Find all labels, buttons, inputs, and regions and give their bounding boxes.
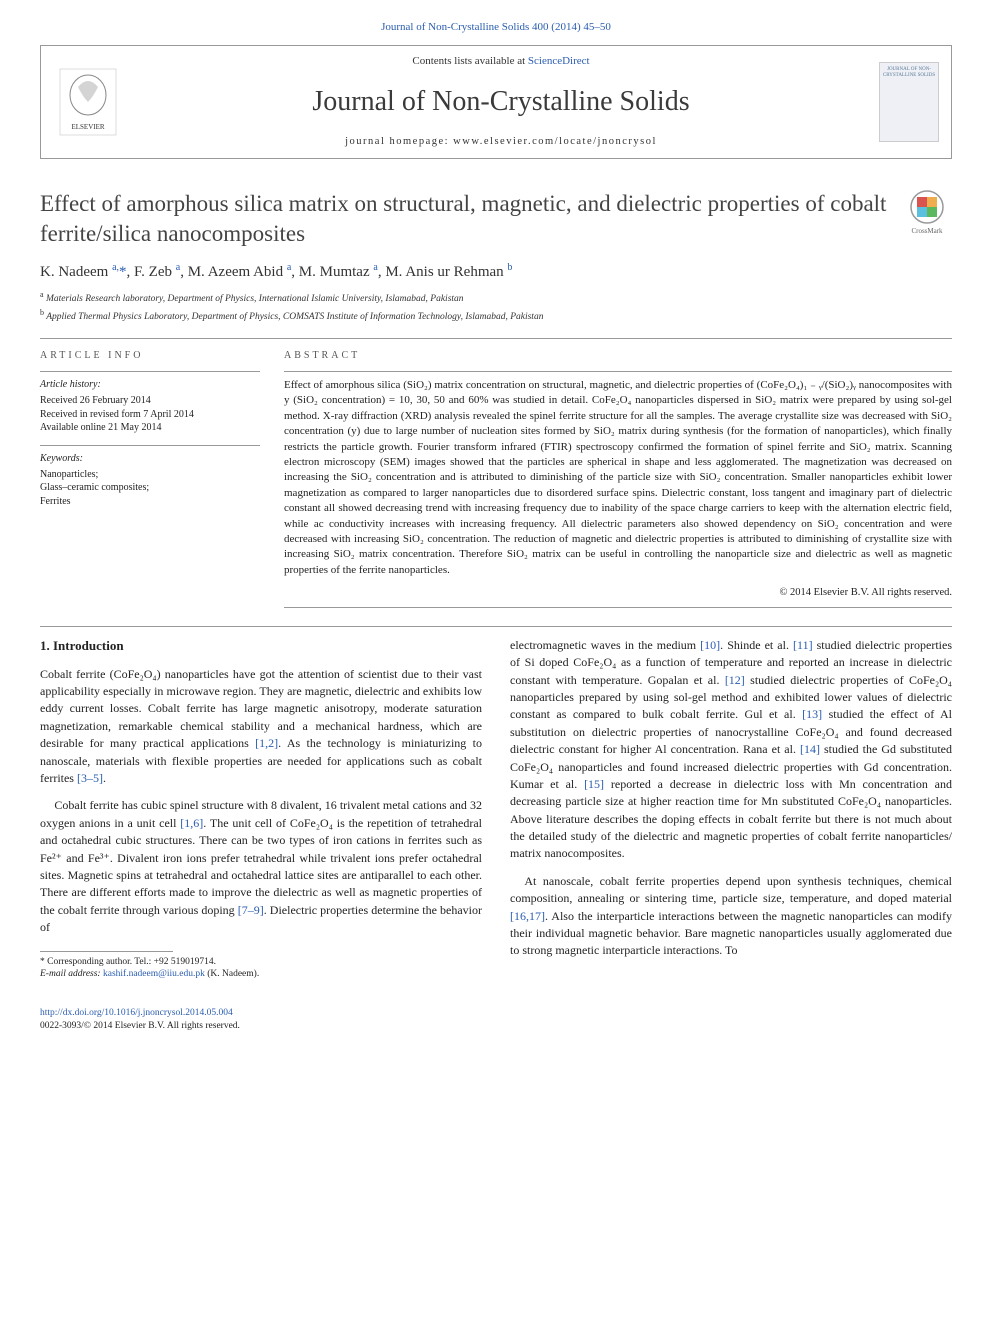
contents-line: Contents lists available at ScienceDirec… bbox=[123, 54, 879, 69]
body-para: At nanoscale, cobalt ferrite properties … bbox=[510, 873, 952, 960]
keywords-block: Keywords: Nanoparticles; Glass–ceramic c… bbox=[40, 452, 260, 509]
article-title: Effect of amorphous silica matrix on str… bbox=[40, 189, 890, 249]
history-line: Received in revised form 7 April 2014 bbox=[40, 408, 260, 422]
sciencedirect-link[interactable]: ScienceDirect bbox=[528, 55, 590, 67]
left-column: 1. Introduction Cobalt ferrite (CoFe₂O₄)… bbox=[40, 637, 482, 981]
svg-text:ELSEVIER: ELSEVIER bbox=[71, 123, 104, 131]
journal-name: Journal of Non-Crystalline Solids bbox=[123, 82, 879, 121]
footnote-divider bbox=[40, 951, 173, 952]
email-label: E-mail address: bbox=[40, 969, 103, 979]
citation-link[interactable]: [3–5] bbox=[77, 771, 103, 785]
doi-link[interactable]: http://dx.doi.org/10.1016/j.jnoncrysol.2… bbox=[40, 1008, 233, 1018]
citation-link[interactable]: [14] bbox=[800, 742, 820, 756]
citation-link[interactable]: [15] bbox=[584, 777, 604, 791]
title-row: Effect of amorphous silica matrix on str… bbox=[40, 189, 952, 249]
elsevier-logo-icon: ELSEVIER bbox=[53, 62, 123, 142]
citation-link[interactable]: [1,2] bbox=[255, 736, 278, 750]
affiliation-b: b Applied Thermal Physics Laboratory, De… bbox=[40, 311, 952, 324]
journal-citation-link[interactable]: Journal of Non-Crystalline Solids 400 (2… bbox=[381, 21, 611, 33]
article-history-block: Article history: Received 26 February 20… bbox=[40, 378, 260, 435]
abstract-divider bbox=[284, 371, 952, 372]
abstract-bottom-divider bbox=[284, 607, 952, 608]
keywords-heading: Keywords: bbox=[40, 452, 260, 466]
divider bbox=[40, 338, 952, 339]
journal-citation[interactable]: Journal of Non-Crystalline Solids 400 (2… bbox=[40, 20, 952, 35]
corresponding-email: E-mail address: kashif.nadeem@iiu.edu.pk… bbox=[40, 968, 482, 981]
citation-link[interactable]: [10] bbox=[700, 638, 720, 652]
article-info-column: ARTICLE INFO Article history: Received 2… bbox=[40, 349, 260, 608]
section-heading: 1. Introduction bbox=[40, 637, 482, 656]
history-line: Received 26 February 2014 bbox=[40, 394, 260, 408]
affiliation-a: a Materials Research laboratory, Departm… bbox=[40, 293, 952, 306]
authors-line: K. Nadeem a,*, F. Zeb a, M. Azeem Abid a… bbox=[40, 262, 952, 283]
keyword: Glass–ceramic composites; bbox=[40, 481, 260, 495]
journal-homepage: journal homepage: www.elsevier.com/locat… bbox=[123, 135, 879, 150]
citation-link[interactable]: [7–9] bbox=[238, 903, 264, 917]
abstract-copyright: © 2014 Elsevier B.V. All rights reserved… bbox=[284, 586, 952, 601]
article-info-label: ARTICLE INFO bbox=[40, 349, 260, 363]
citation-link[interactable]: [16,17] bbox=[510, 909, 545, 923]
body-para: electromagnetic waves in the medium [10]… bbox=[510, 637, 952, 863]
history-line: Available online 21 May 2014 bbox=[40, 421, 260, 435]
abstract-column: ABSTRACT Effect of amorphous silica (SiO… bbox=[284, 349, 952, 608]
history-heading: Article history: bbox=[40, 378, 260, 392]
citation-link[interactable]: [13] bbox=[802, 707, 822, 721]
keyword: Ferrites bbox=[40, 495, 260, 509]
issn-line: 0022-3093/© 2014 Elsevier B.V. All right… bbox=[40, 1020, 952, 1033]
keyword: Nanoparticles; bbox=[40, 468, 260, 482]
crossmark-icon bbox=[909, 189, 945, 225]
abstract-label: ABSTRACT bbox=[284, 349, 952, 363]
body-para: Cobalt ferrite (CoFe₂O₄) nanoparticles h… bbox=[40, 666, 482, 788]
email-suffix: (K. Nadeem). bbox=[205, 969, 259, 979]
corresponding-author: * Corresponding author. Tel.: +92 519019… bbox=[40, 956, 482, 969]
divider bbox=[40, 626, 952, 627]
affiliations-block: a Materials Research laboratory, Departm… bbox=[40, 293, 952, 324]
info-divider bbox=[40, 445, 260, 446]
header-center: Contents lists available at ScienceDirec… bbox=[123, 54, 879, 149]
footer-block: http://dx.doi.org/10.1016/j.jnoncrysol.2… bbox=[40, 1007, 952, 1034]
citation-link[interactable]: [1,6] bbox=[180, 816, 203, 830]
right-column: electromagnetic waves in the medium [10]… bbox=[510, 637, 952, 981]
info-abstract-row: ARTICLE INFO Article history: Received 2… bbox=[40, 349, 952, 608]
crossmark-label: CrossMark bbox=[911, 227, 942, 237]
journal-header: ELSEVIER Contents lists available at Sci… bbox=[40, 45, 952, 158]
citation-link[interactable]: [12] bbox=[725, 673, 745, 687]
body-para: Cobalt ferrite has cubic spinel structur… bbox=[40, 797, 482, 936]
contents-prefix: Contents lists available at bbox=[412, 55, 527, 67]
abstract-text: Effect of amorphous silica (SiO₂) matrix… bbox=[284, 378, 952, 578]
email-link[interactable]: kashif.nadeem@iiu.edu.pk bbox=[103, 969, 205, 979]
cover-caption: JOURNAL OF NON-CRYSTALLINE SOLIDS bbox=[882, 67, 936, 79]
citation-link[interactable]: [11] bbox=[793, 638, 813, 652]
journal-cover-icon: JOURNAL OF NON-CRYSTALLINE SOLIDS bbox=[879, 62, 939, 142]
body-columns: 1. Introduction Cobalt ferrite (CoFe₂O₄)… bbox=[40, 637, 952, 981]
crossmark-badge[interactable]: CrossMark bbox=[902, 189, 952, 239]
info-divider bbox=[40, 371, 260, 372]
